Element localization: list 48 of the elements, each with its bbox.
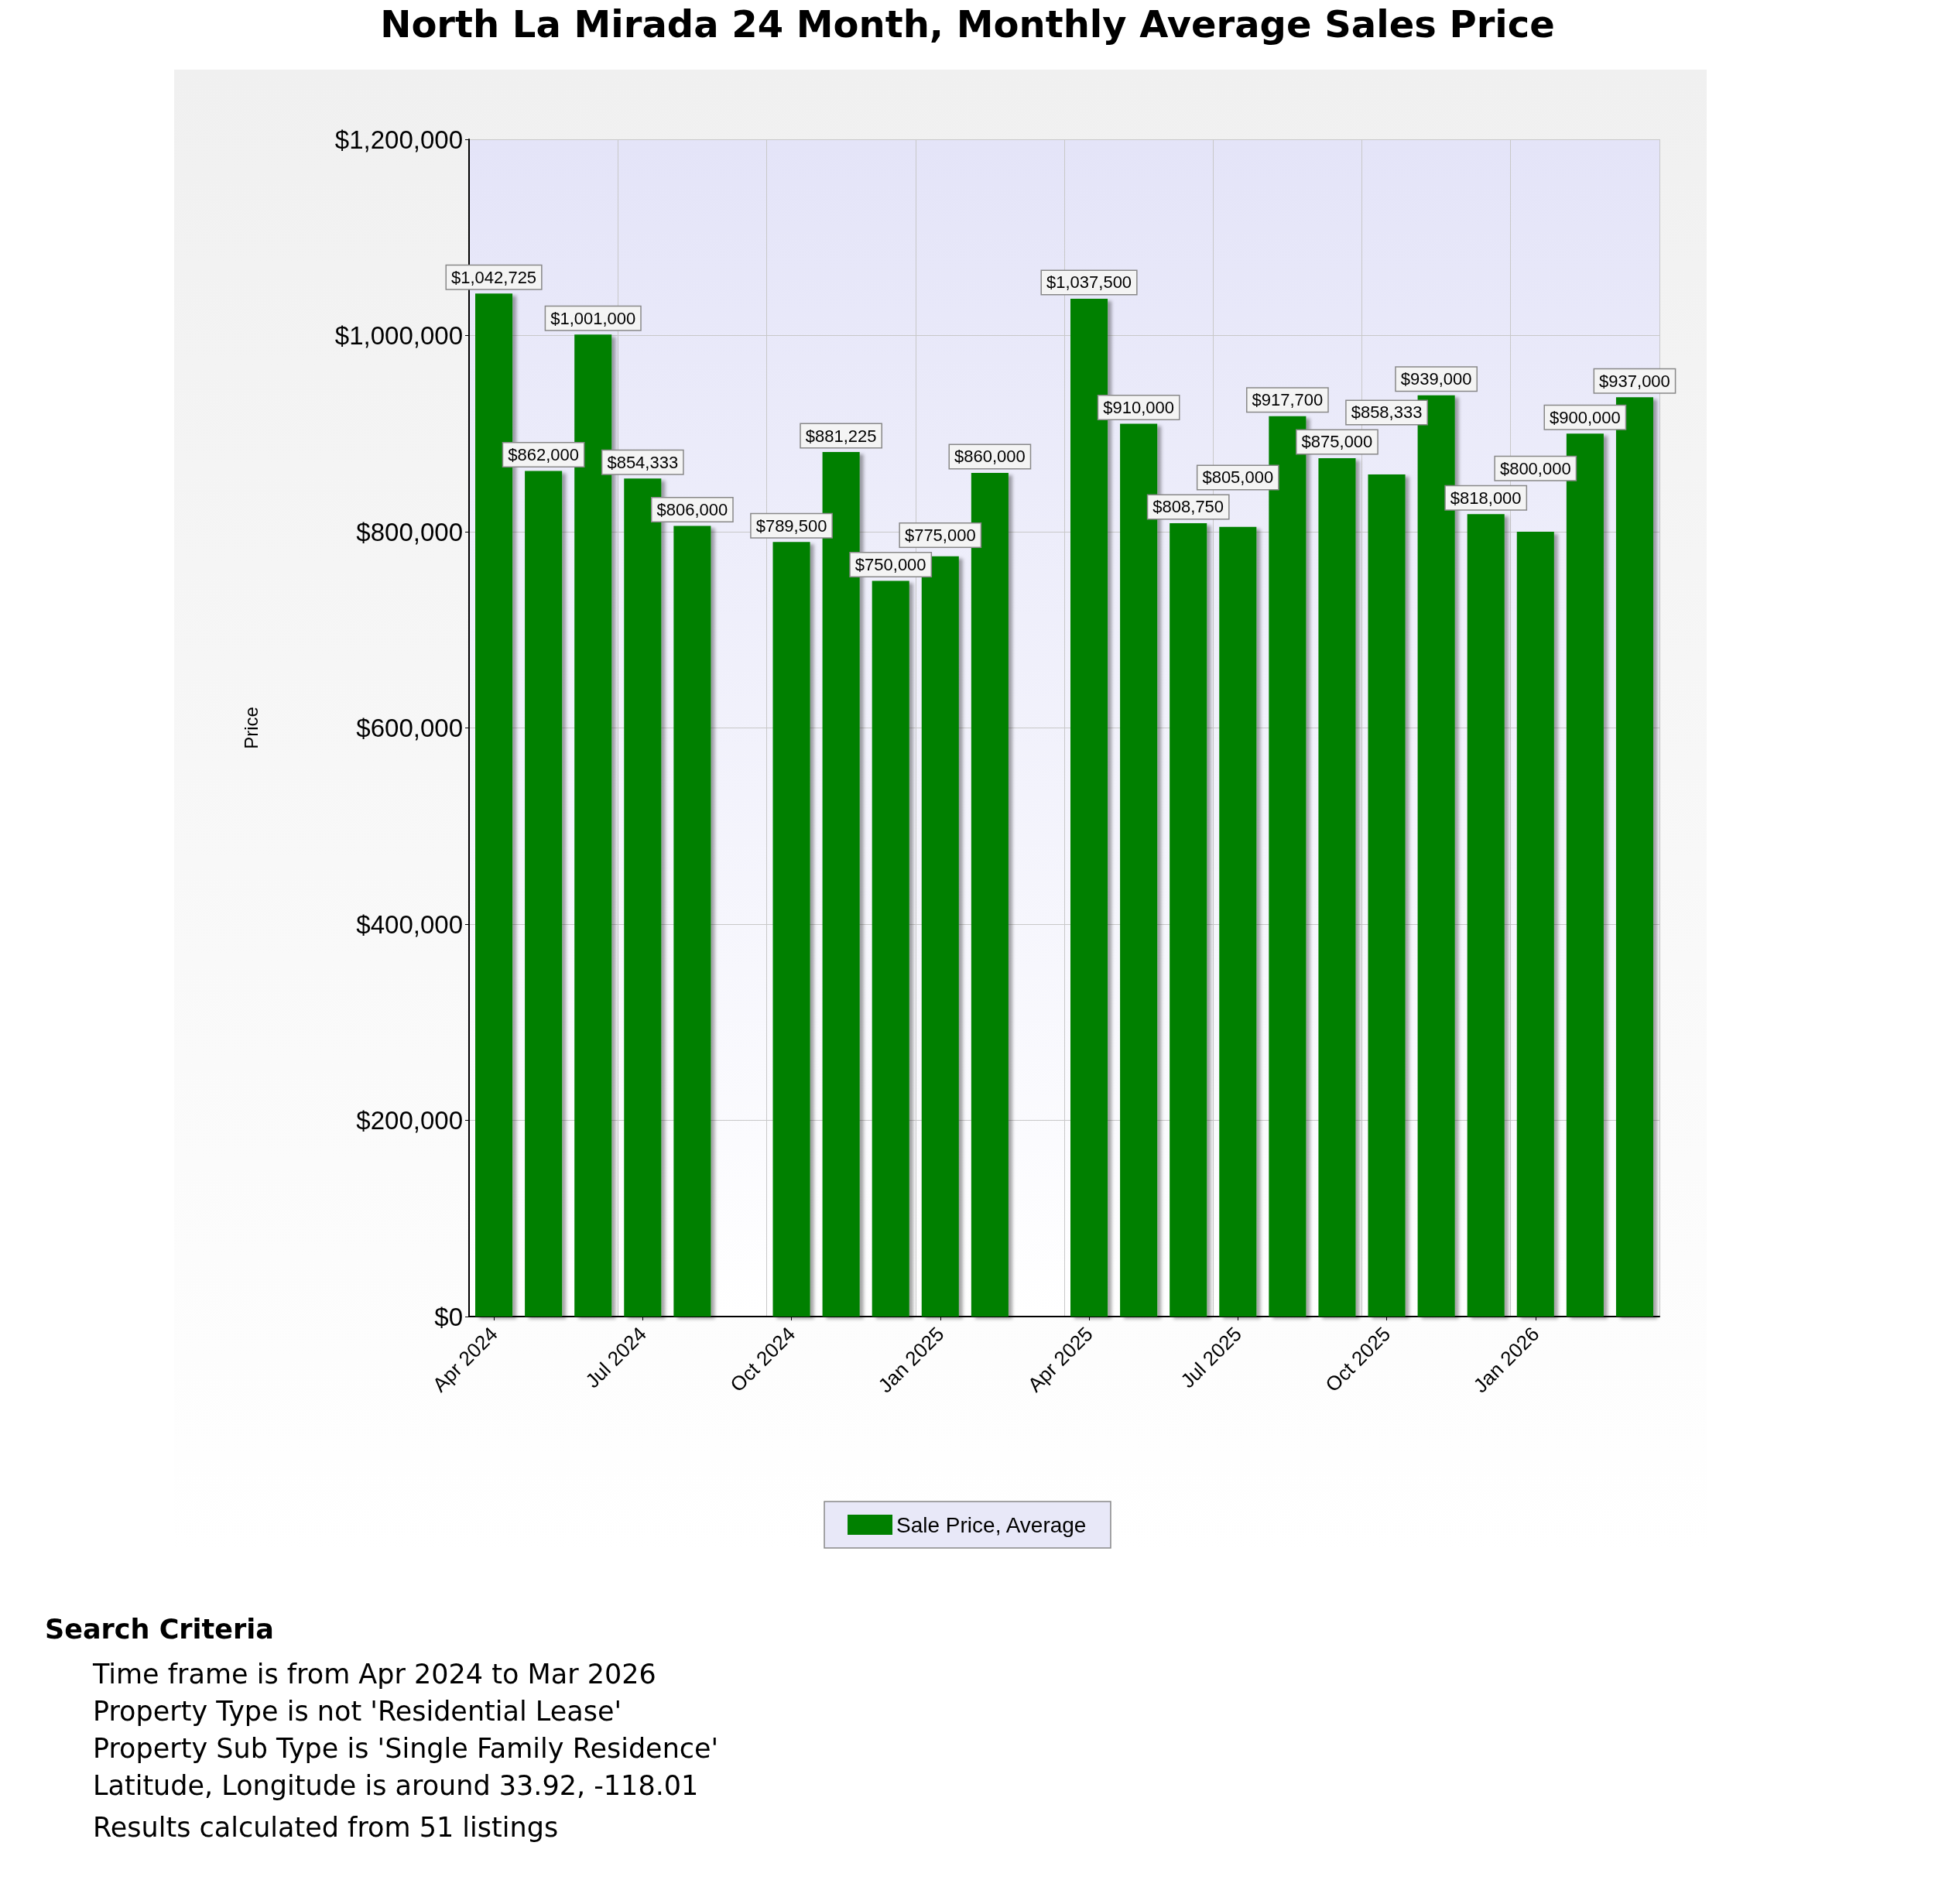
- data-label: $800,000: [1499, 458, 1571, 478]
- data-label: $775,000: [904, 525, 976, 545]
- y-tick-label: $200,000: [356, 1106, 463, 1135]
- y-tick-label: $600,000: [356, 714, 463, 742]
- bar: [1170, 522, 1207, 1317]
- data-label: $789,500: [755, 515, 827, 536]
- text: Search Criteria: [45, 1614, 275, 1645]
- legend-label: Sale Price, Average: [896, 1512, 1087, 1537]
- bar: [1516, 532, 1554, 1317]
- data-label: $1,042,725: [450, 267, 537, 287]
- bar: [673, 526, 711, 1317]
- text: Property Type is not 'Residential Lease': [93, 1695, 623, 1728]
- y-tick-label: $1,000,000: [334, 321, 463, 350]
- bar: [772, 542, 810, 1317]
- data-label: $875,000: [1301, 432, 1373, 452]
- data-label: $1,037,500: [1046, 272, 1132, 293]
- y-tick-label: $0: [434, 1302, 463, 1331]
- data-label: $858,333: [1351, 402, 1423, 423]
- text: Latitude, Longitude is around 33.92, -118.01: [93, 1769, 700, 1803]
- data-label: $808,750: [1152, 497, 1224, 517]
- data-label: $881,225: [805, 426, 877, 446]
- chart-title: North La Mirada 24 Month, Monthly Average Sales Price: [380, 2, 1555, 46]
- y-axis-title: Price: [240, 707, 262, 749]
- data-label: $910,000: [1103, 398, 1175, 418]
- bar: [1467, 514, 1505, 1317]
- bar: [872, 580, 909, 1317]
- text: Property Sub Type is 'Single Family Residence': [93, 1732, 719, 1765]
- y-tick-label: $800,000: [356, 517, 463, 546]
- data-label: $917,700: [1252, 390, 1324, 410]
- text: Time frame is from Apr 2024 to Mar 2026: [93, 1658, 657, 1691]
- data-label: $862,000: [508, 444, 580, 464]
- data-label: $750,000: [854, 554, 926, 574]
- data-label: $818,000: [1450, 488, 1522, 508]
- data-label: $939,000: [1400, 369, 1472, 389]
- y-tick-label: $400,000: [356, 909, 463, 939]
- bar: [1318, 457, 1356, 1317]
- data-label: $1,001,000: [550, 308, 636, 328]
- data-label: $900,000: [1549, 407, 1621, 427]
- bar: [1368, 474, 1406, 1317]
- y-tick-label: $1,200,000: [334, 125, 463, 154]
- data-label: $860,000: [954, 447, 1026, 467]
- bar: [1219, 526, 1257, 1317]
- text: Results calculated from 51 listings: [93, 1811, 560, 1844]
- data-label: $937,000: [1599, 371, 1670, 391]
- data-label: $805,000: [1202, 467, 1274, 488]
- data-label: $854,333: [607, 452, 679, 472]
- data-label: $806,000: [656, 499, 728, 519]
- bar: [525, 471, 563, 1317]
